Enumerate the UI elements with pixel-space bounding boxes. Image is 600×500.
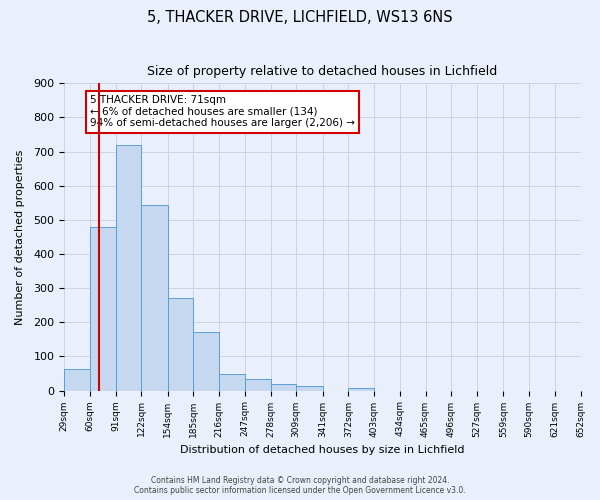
Bar: [296, 386, 323, 390]
Title: Size of property relative to detached houses in Lichfield: Size of property relative to detached ho…: [147, 65, 497, 78]
Bar: [168, 298, 193, 390]
Bar: [116, 145, 141, 390]
Bar: [90, 226, 116, 390]
Text: Contains HM Land Registry data © Crown copyright and database right 2024.
Contai: Contains HM Land Registry data © Crown c…: [134, 476, 466, 495]
Bar: [245, 378, 271, 390]
Bar: [349, 388, 374, 390]
Text: 5 THACKER DRIVE: 71sqm
← 6% of detached houses are smaller (134)
94% of semi-det: 5 THACKER DRIVE: 71sqm ← 6% of detached …: [90, 96, 355, 128]
Bar: [219, 374, 245, 390]
Text: 5, THACKER DRIVE, LICHFIELD, WS13 6NS: 5, THACKER DRIVE, LICHFIELD, WS13 6NS: [147, 10, 453, 25]
X-axis label: Distribution of detached houses by size in Lichfield: Distribution of detached houses by size …: [180, 445, 464, 455]
Y-axis label: Number of detached properties: Number of detached properties: [15, 150, 25, 324]
Bar: [271, 384, 296, 390]
Bar: [141, 205, 168, 390]
Bar: [193, 332, 219, 390]
Bar: [64, 370, 90, 390]
